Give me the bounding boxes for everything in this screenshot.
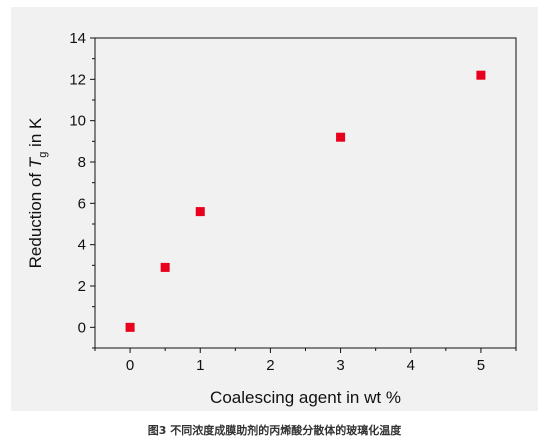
x-axis-title: Coalescing agent in wt % <box>210 388 401 407</box>
data-points <box>125 70 486 332</box>
figure-caption: 图3 不同浓度成膜助剂的丙烯酸分散体的玻璃化温度 <box>147 424 402 437</box>
y-tick-label: 6 <box>78 195 86 212</box>
x-tick-label: 0 <box>126 357 134 374</box>
data-point <box>125 322 135 332</box>
x-tick-label: 4 <box>407 357 415 374</box>
y-axis-title-subscript: g <box>37 152 49 158</box>
x-tick-label: 1 <box>196 357 204 374</box>
x-tick-label: 5 <box>477 357 485 374</box>
y-axis-title-suffix: in K <box>26 117 45 152</box>
y-axis-title: Reduction of Tg in K <box>26 117 49 268</box>
y-tick-label: 0 <box>78 319 86 336</box>
plot-frame <box>94 37 517 349</box>
x-tick-label: 3 <box>336 357 344 374</box>
y-tick-label: 14 <box>69 30 86 47</box>
data-point <box>476 70 486 80</box>
y-tick-label: 12 <box>69 71 86 88</box>
data-point <box>160 262 170 272</box>
y-tick-label: 10 <box>69 113 86 130</box>
data-point <box>195 207 205 217</box>
y-tick-label: 8 <box>78 154 86 171</box>
y-tick-label: 2 <box>78 278 86 295</box>
data-point <box>336 132 346 142</box>
y-axis: 0 2 4 6 8 10 12 14 <box>69 30 95 349</box>
y-tick-label: 4 <box>78 237 86 254</box>
y-axis-title-symbol: T <box>26 156 45 168</box>
y-axis-title-prefix: Reduction of <box>26 168 45 268</box>
x-axis: 0 1 2 3 4 5 <box>94 348 517 374</box>
x-tick-label: 2 <box>266 357 274 374</box>
